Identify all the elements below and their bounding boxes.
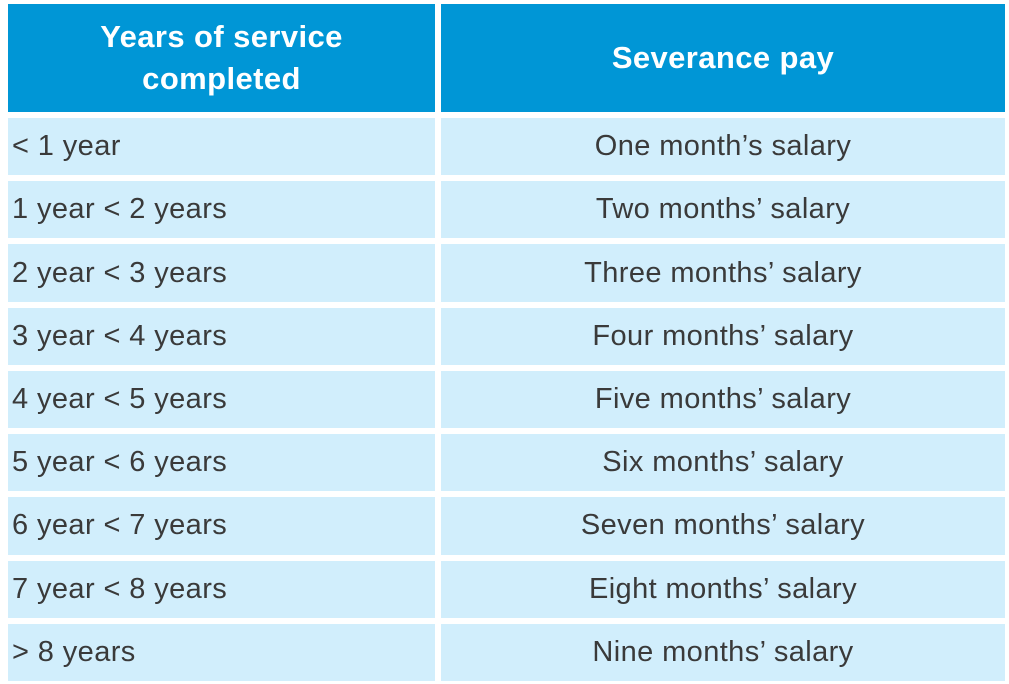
row-4-pay-cell: Four months’ salary	[441, 307, 1005, 365]
row-3-years-cell: 2 year < 3 years	[8, 244, 435, 302]
row-6-pay-cell: Six months’ salary	[441, 434, 1005, 492]
column-header-years-of-service: Years of service completed	[8, 4, 435, 112]
row-9-years-cell: > 8 years	[8, 623, 435, 681]
row-6-years-cell: 5 year < 6 years	[8, 434, 435, 492]
row-4-years-cell: 3 year < 4 years	[8, 307, 435, 365]
row-8-pay-cell: Eight months’ salary	[441, 560, 1005, 618]
column-header-severance-pay: Severance pay	[441, 4, 1005, 112]
column-header-pay-label: Severance pay	[611, 40, 835, 76]
row-2-years-cell: 1 year < 2 years	[8, 181, 435, 239]
column-header-years-label: Years of service completed	[100, 19, 343, 96]
row-2-pay-cell: Two months’ salary	[441, 181, 1005, 239]
row-1-pay-cell: One month’s salary	[441, 118, 1005, 176]
row-7-years-cell: 6 year < 7 years	[8, 497, 435, 555]
row-7-pay-cell: Seven months’ salary	[441, 497, 1005, 555]
row-3-pay-cell: Three months’ salary	[441, 244, 1005, 302]
row-8-years-cell: 7 year < 8 years	[8, 560, 435, 618]
row-5-pay-cell: Five months’ salary	[441, 370, 1005, 429]
row-1-years-cell: < 1 year	[8, 118, 435, 176]
row-9-pay-cell: Nine months’ salary	[441, 623, 1005, 681]
row-5-years-cell: 4 year < 5 years	[8, 370, 435, 429]
